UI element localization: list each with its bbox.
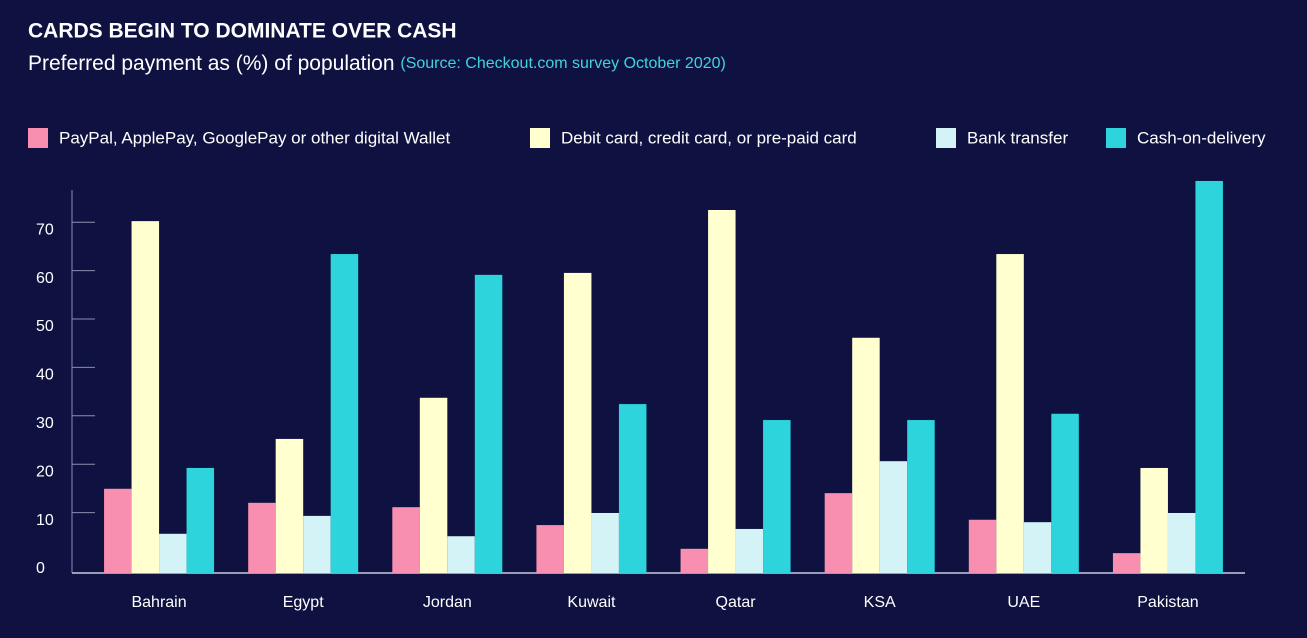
y-tick-label: 70: [36, 221, 54, 238]
x-tick-label: UAE: [1007, 594, 1040, 611]
legend-swatch: [530, 128, 550, 148]
subtitle: Preferred payment as (%) of population: [28, 52, 395, 75]
bar: [1167, 512, 1196, 573]
legend-swatch: [28, 128, 48, 148]
bar: [763, 420, 791, 573]
y-tick-label: 60: [36, 270, 54, 287]
bar: [131, 221, 160, 573]
bar: [419, 397, 448, 573]
bar: [275, 438, 304, 573]
bar: [1112, 553, 1141, 573]
x-tick-label: Jordan: [423, 594, 472, 611]
y-tick-label: 50: [36, 318, 54, 335]
bar: [186, 467, 215, 573]
x-tick-label: Bahrain: [131, 594, 186, 611]
bar: [591, 512, 619, 573]
y-tick-label: 10: [36, 512, 54, 529]
y-tick-label: 20: [36, 463, 54, 480]
bar: [1023, 522, 1052, 573]
bar: [536, 525, 564, 573]
bar: [824, 493, 853, 573]
legend-label: PayPal, ApplePay, GooglePay or other dig…: [59, 128, 450, 147]
legend-label: Debit card, credit card, or pre-paid car…: [561, 128, 857, 147]
bar: [563, 272, 592, 573]
bar: [104, 488, 132, 573]
bar: [159, 533, 187, 573]
bar: [618, 404, 647, 573]
source: (Source: Checkout.com survey October 202…: [400, 55, 725, 72]
bar: [447, 536, 475, 573]
legend-label: Bank transfer: [967, 128, 1068, 147]
x-tick-label: Pakistan: [1137, 594, 1198, 611]
bar: [680, 548, 709, 573]
bar: [1195, 180, 1223, 573]
chart-subtitle: Preferred payment as (%) of population (…: [28, 52, 726, 75]
y-tick-label: 40: [36, 367, 54, 384]
bar: [735, 528, 764, 573]
legend-swatch: [936, 128, 956, 148]
x-tick-label: Kuwait: [567, 594, 616, 611]
bar: [1051, 413, 1079, 573]
bar: [907, 420, 935, 573]
x-tick-label: Egypt: [283, 594, 324, 611]
bar: [879, 461, 908, 573]
legend-label: Cash-on-delivery: [1137, 128, 1266, 147]
bar: [852, 337, 880, 573]
bar: [392, 507, 420, 573]
x-tick-label: Qatar: [716, 594, 757, 611]
bar: [708, 210, 736, 573]
y-tick-label: 30: [36, 415, 54, 432]
bar: [1140, 467, 1168, 573]
bar: [330, 254, 359, 573]
x-tick-label: KSA: [864, 594, 896, 611]
legend-swatch: [1106, 128, 1126, 148]
bar: [303, 515, 331, 573]
chart-title: CARDS BEGIN TO DOMINATE OVER CASH: [28, 20, 457, 43]
bar: [968, 519, 997, 573]
bar: [248, 502, 276, 573]
bar: [474, 274, 503, 573]
y-tick-label: 0: [36, 560, 45, 577]
bar: [996, 254, 1024, 573]
